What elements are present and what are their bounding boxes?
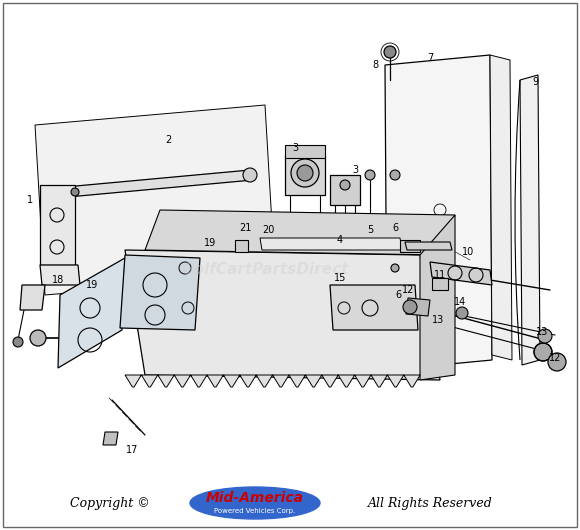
Polygon shape	[330, 285, 418, 330]
Text: 5: 5	[367, 225, 373, 235]
Text: 17: 17	[126, 445, 138, 455]
Text: 6: 6	[395, 290, 401, 300]
Circle shape	[297, 165, 313, 181]
Circle shape	[403, 300, 417, 314]
Text: All Rights Reserved: All Rights Reserved	[368, 497, 492, 509]
Text: 3: 3	[352, 165, 358, 175]
Polygon shape	[103, 432, 118, 445]
Polygon shape	[385, 55, 492, 370]
Polygon shape	[260, 238, 402, 250]
Polygon shape	[400, 240, 420, 252]
Ellipse shape	[190, 487, 320, 519]
Text: 14: 14	[454, 297, 466, 307]
Polygon shape	[420, 215, 455, 380]
Circle shape	[390, 170, 400, 180]
Circle shape	[391, 264, 399, 272]
Text: 8: 8	[372, 60, 378, 70]
Polygon shape	[35, 105, 275, 295]
Polygon shape	[285, 145, 325, 158]
Polygon shape	[145, 210, 455, 255]
Text: Powered Vehicles Corp.: Powered Vehicles Corp.	[215, 508, 296, 514]
Circle shape	[71, 188, 79, 196]
Polygon shape	[330, 175, 360, 205]
Text: 3: 3	[292, 143, 298, 153]
Text: 12: 12	[549, 353, 561, 363]
Circle shape	[340, 180, 350, 190]
Text: 10: 10	[462, 247, 474, 257]
Text: 13: 13	[432, 315, 444, 325]
Polygon shape	[285, 155, 325, 195]
Polygon shape	[40, 265, 80, 285]
Text: 2: 2	[165, 135, 171, 145]
Polygon shape	[430, 262, 492, 285]
Text: 19: 19	[86, 280, 98, 290]
Polygon shape	[125, 375, 420, 387]
Polygon shape	[120, 255, 200, 330]
Text: 4: 4	[337, 235, 343, 245]
Circle shape	[243, 168, 257, 182]
Polygon shape	[490, 55, 512, 360]
Circle shape	[291, 159, 319, 187]
Polygon shape	[40, 185, 75, 265]
Circle shape	[13, 337, 23, 347]
Polygon shape	[235, 240, 248, 252]
Text: 18: 18	[52, 275, 64, 285]
Text: 1: 1	[27, 195, 33, 205]
Polygon shape	[20, 285, 45, 310]
Text: 13: 13	[536, 327, 548, 337]
Text: 21: 21	[239, 223, 251, 233]
Circle shape	[456, 307, 468, 319]
Polygon shape	[520, 75, 540, 365]
Text: 11: 11	[434, 270, 446, 280]
Text: Copyright ©: Copyright ©	[70, 497, 150, 509]
Circle shape	[548, 353, 566, 371]
Text: 6: 6	[392, 223, 398, 233]
Polygon shape	[58, 258, 125, 368]
Polygon shape	[406, 298, 430, 316]
Polygon shape	[65, 170, 253, 197]
Polygon shape	[125, 250, 440, 380]
Text: GolfCartPartsDirect: GolfCartPartsDirect	[182, 262, 349, 278]
Text: 19: 19	[204, 238, 216, 248]
Circle shape	[384, 46, 396, 58]
Text: 20: 20	[262, 225, 274, 235]
Text: 7: 7	[427, 53, 433, 63]
Text: 15: 15	[334, 273, 346, 283]
Polygon shape	[405, 242, 452, 250]
Polygon shape	[432, 278, 448, 290]
Text: 12: 12	[402, 285, 414, 295]
Circle shape	[534, 343, 552, 361]
Text: 9: 9	[532, 77, 538, 87]
Circle shape	[30, 330, 46, 346]
Circle shape	[365, 170, 375, 180]
Text: Mid-America: Mid-America	[206, 491, 304, 505]
Circle shape	[538, 329, 552, 343]
